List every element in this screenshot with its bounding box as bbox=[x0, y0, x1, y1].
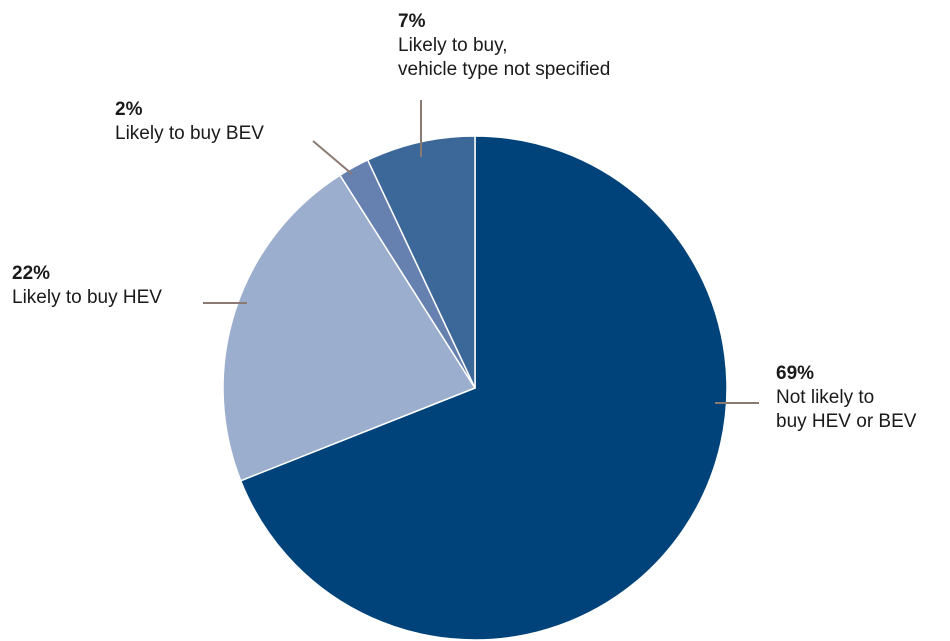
label-slice-3-line-0: Likely to buy, bbox=[398, 35, 508, 56]
label-slice-2: 2% Likely to buy BEV bbox=[115, 98, 264, 146]
label-slice-1-line-0: Likely to buy HEV bbox=[12, 287, 162, 308]
pie-slice-1 bbox=[222, 174, 477, 482]
pie-slice-0 bbox=[239, 135, 728, 641]
label-slice-1-pct: 22% bbox=[12, 263, 51, 284]
label-slice-0-line-1: buy HEV or BEV bbox=[776, 411, 917, 432]
leader-line-2 bbox=[312, 140, 353, 175]
label-slice-0: 69% Not likely to buy HEV or BEV bbox=[776, 362, 916, 434]
label-slice-0-pct: 69% bbox=[776, 363, 815, 384]
label-slice-2-line-0: Likely to buy BEV bbox=[115, 123, 264, 144]
label-slice-2-pct: 2% bbox=[115, 99, 143, 120]
label-slice-3-pct: 7% bbox=[398, 11, 426, 32]
label-slice-1: 22% Likely to buy HEV bbox=[12, 262, 162, 310]
label-slice-3-line-1: vehicle type not specified bbox=[398, 59, 611, 80]
label-slice-0-line-0: Not likely to bbox=[776, 387, 875, 408]
label-slice-3: 7% Likely to buy, vehicle type not speci… bbox=[398, 10, 610, 82]
